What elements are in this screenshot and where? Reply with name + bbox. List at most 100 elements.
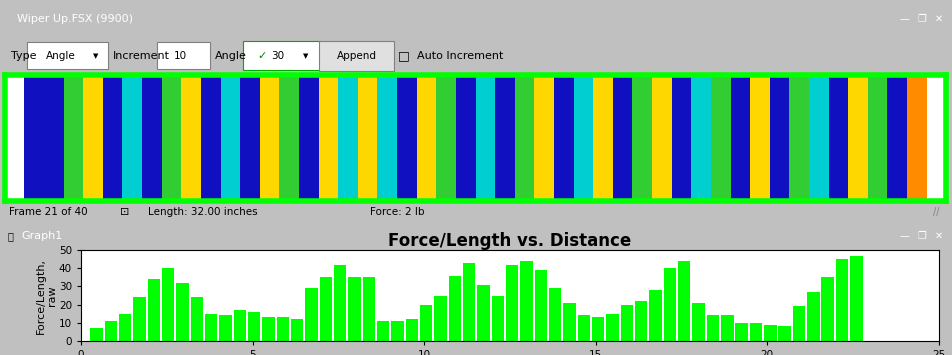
Bar bbox=[434, 295, 446, 341]
Bar bbox=[788, 75, 808, 201]
Text: //: // bbox=[932, 207, 939, 217]
Bar bbox=[176, 283, 188, 341]
Bar bbox=[220, 75, 240, 201]
Bar bbox=[827, 75, 847, 201]
FancyBboxPatch shape bbox=[243, 42, 321, 70]
Bar bbox=[103, 75, 122, 201]
Bar bbox=[806, 292, 819, 341]
Bar bbox=[201, 75, 220, 201]
Bar bbox=[710, 75, 730, 201]
Bar bbox=[260, 75, 279, 201]
Bar bbox=[792, 306, 804, 341]
Bar bbox=[634, 301, 646, 341]
Bar bbox=[416, 75, 436, 201]
Bar bbox=[142, 75, 162, 201]
Bar bbox=[514, 75, 534, 201]
Bar bbox=[749, 75, 769, 201]
Bar bbox=[867, 75, 886, 201]
Bar bbox=[651, 75, 671, 201]
Bar bbox=[420, 305, 432, 341]
Text: Increment: Increment bbox=[112, 51, 169, 61]
Bar bbox=[299, 75, 318, 201]
Bar bbox=[591, 317, 604, 341]
Bar bbox=[5, 75, 25, 201]
Bar bbox=[363, 278, 375, 341]
Bar bbox=[463, 263, 475, 341]
Bar bbox=[491, 295, 504, 341]
Bar bbox=[25, 75, 44, 201]
Bar bbox=[133, 297, 146, 341]
Bar bbox=[162, 268, 174, 341]
Bar bbox=[520, 261, 532, 341]
Bar bbox=[90, 328, 103, 341]
Bar bbox=[553, 75, 573, 201]
Text: Angle: Angle bbox=[215, 51, 247, 61]
Bar bbox=[122, 75, 142, 201]
Bar bbox=[348, 278, 361, 341]
Bar bbox=[477, 285, 489, 341]
Bar bbox=[240, 75, 260, 201]
Bar bbox=[678, 261, 690, 341]
Bar bbox=[406, 319, 418, 341]
Bar bbox=[119, 314, 131, 341]
Text: Wiper Up.FSX (9900): Wiper Up.FSX (9900) bbox=[17, 13, 133, 24]
Bar bbox=[338, 75, 357, 201]
Text: ✕: ✕ bbox=[934, 231, 942, 241]
Bar bbox=[305, 288, 317, 341]
Bar bbox=[847, 75, 867, 201]
Bar bbox=[573, 75, 592, 201]
Bar bbox=[821, 278, 833, 341]
Bar bbox=[592, 75, 612, 201]
Bar bbox=[319, 278, 331, 341]
Bar bbox=[548, 288, 561, 341]
Bar bbox=[925, 75, 945, 201]
Text: ⊡: ⊡ bbox=[120, 207, 129, 217]
Y-axis label: Force/Length,
raw: Force/Length, raw bbox=[36, 257, 57, 334]
Text: ❐: ❐ bbox=[916, 13, 925, 24]
Bar bbox=[721, 316, 733, 341]
Bar bbox=[849, 256, 862, 341]
Bar bbox=[276, 317, 288, 341]
Bar bbox=[333, 265, 346, 341]
Text: 📊: 📊 bbox=[8, 231, 13, 241]
Bar bbox=[612, 75, 632, 201]
FancyBboxPatch shape bbox=[27, 43, 108, 69]
Bar bbox=[148, 279, 160, 341]
Text: ▼: ▼ bbox=[93, 53, 99, 59]
Bar bbox=[190, 297, 203, 341]
Bar bbox=[835, 259, 847, 341]
Bar bbox=[318, 75, 338, 201]
Bar bbox=[455, 75, 475, 201]
Bar bbox=[495, 75, 514, 201]
Bar bbox=[279, 75, 299, 201]
Bar bbox=[808, 75, 827, 201]
Bar bbox=[577, 316, 589, 341]
Bar bbox=[506, 265, 518, 341]
Text: Frame 21 of 40: Frame 21 of 40 bbox=[10, 207, 88, 217]
Bar bbox=[162, 75, 181, 201]
Bar bbox=[671, 75, 690, 201]
Bar bbox=[620, 305, 632, 341]
Bar bbox=[906, 75, 925, 201]
Bar bbox=[357, 75, 377, 201]
Bar bbox=[391, 321, 404, 341]
Title: Force/Length vs. Distance: Force/Length vs. Distance bbox=[387, 232, 631, 250]
Text: ✓: ✓ bbox=[257, 51, 267, 61]
Bar bbox=[233, 310, 246, 341]
Text: Type: Type bbox=[11, 51, 37, 61]
Text: 10: 10 bbox=[173, 51, 187, 61]
Text: ❐: ❐ bbox=[916, 231, 925, 241]
Text: Length: 32.00 inches: Length: 32.00 inches bbox=[148, 207, 257, 217]
Bar bbox=[534, 75, 553, 201]
Bar bbox=[219, 316, 231, 341]
Bar bbox=[764, 324, 776, 341]
Text: ▼: ▼ bbox=[303, 53, 308, 59]
Bar bbox=[248, 312, 260, 341]
FancyBboxPatch shape bbox=[157, 43, 209, 69]
Bar bbox=[377, 321, 389, 341]
Bar bbox=[64, 75, 83, 201]
Text: Graph1: Graph1 bbox=[21, 231, 62, 241]
FancyBboxPatch shape bbox=[319, 40, 393, 71]
Text: ✕: ✕ bbox=[934, 13, 942, 24]
Bar bbox=[377, 75, 397, 201]
